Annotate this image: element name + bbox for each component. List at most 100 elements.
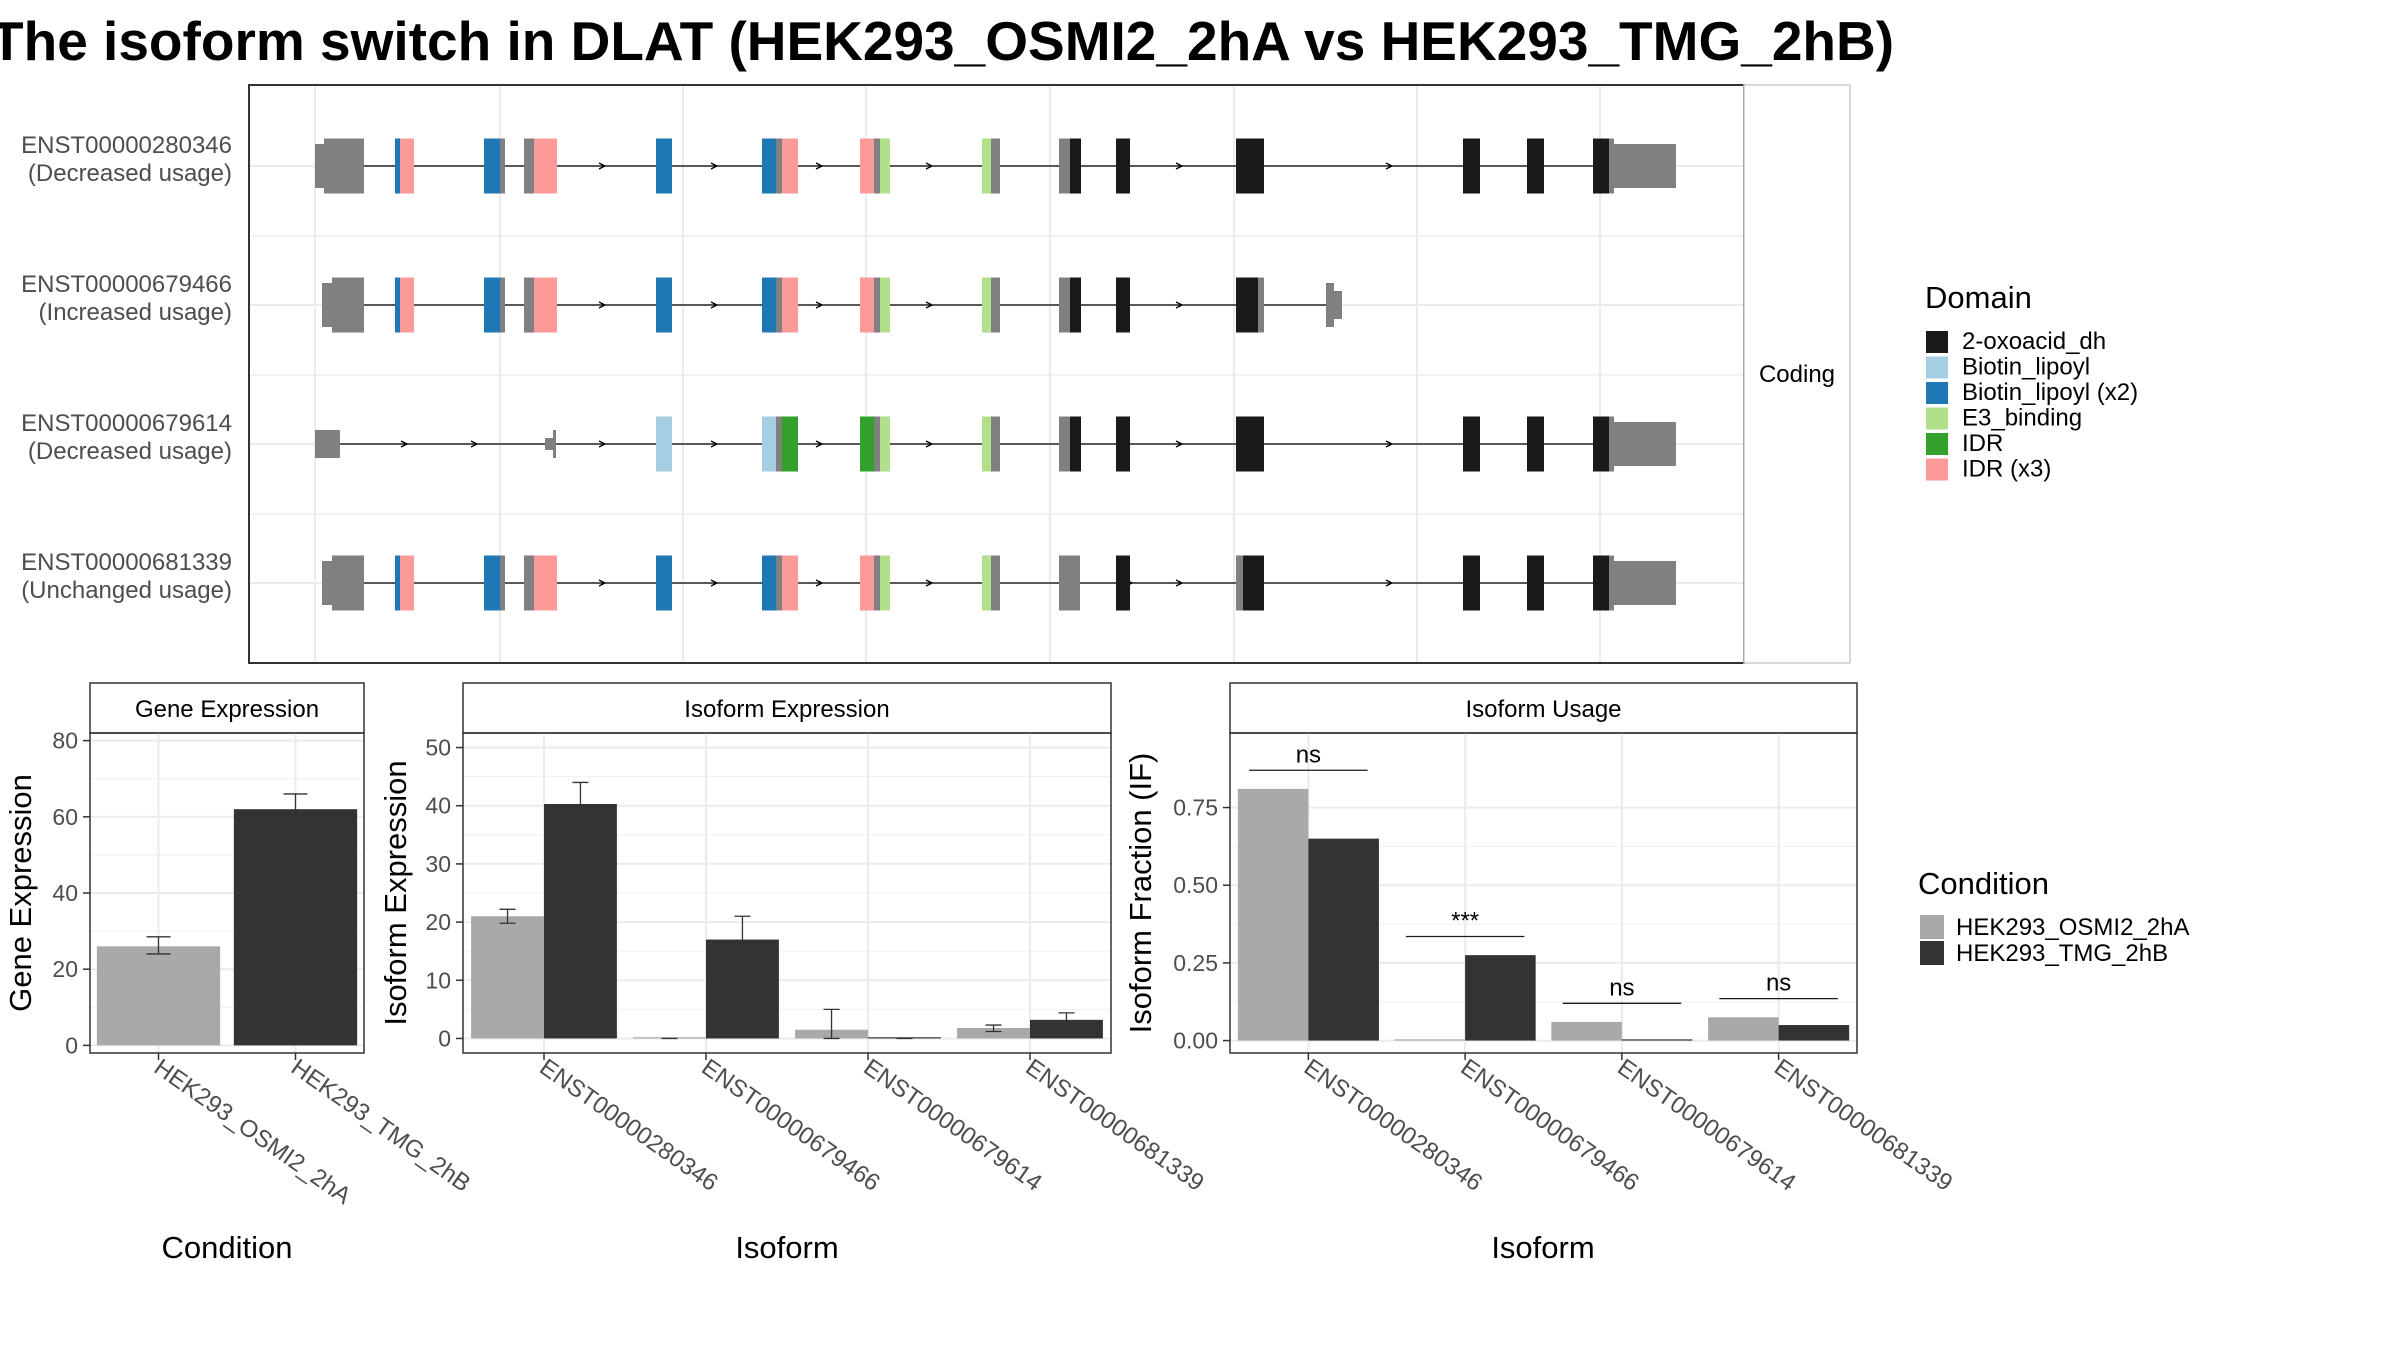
exon-segment: [553, 430, 556, 458]
exon-segment: [1334, 291, 1342, 319]
y-tick-label: 40: [52, 880, 78, 906]
exon-segment: [860, 138, 874, 194]
y-tick-label: 30: [425, 851, 451, 877]
direction-arrow: [1175, 301, 1184, 309]
exon-segment: [1070, 138, 1081, 194]
exon-segment: [880, 138, 890, 194]
exon-segment: [1609, 416, 1614, 472]
exon-segment: [1243, 555, 1264, 611]
domain-legend-label: E3_binding: [1962, 405, 2082, 432]
condition-legend-title: Condition: [1918, 866, 2049, 901]
panel-border: [1229, 732, 1858, 1054]
direction-arrow: [1385, 162, 1394, 170]
bar-chart-panels: Gene Expression020406080HEK293_OSMI2_2hA…: [3, 682, 1957, 1265]
exon-segment: [1463, 555, 1480, 611]
direction-arrow: [925, 440, 934, 448]
exon-segment: [484, 555, 500, 611]
transcript-row: [315, 138, 1676, 194]
bar: [1030, 1019, 1103, 1039]
exon-segment: [1116, 555, 1130, 611]
domain-legend-swatch: [1926, 356, 1948, 379]
exon-segment: [880, 416, 890, 472]
direction-arrow: [598, 162, 607, 170]
domain-legend-swatch: [1926, 382, 1948, 404]
y-tick-label: 0.50: [1173, 872, 1218, 898]
domain-legend-label: IDR (x3): [1962, 456, 2051, 483]
condition-legend-label: HEK293_TMG_2hB: [1956, 940, 2168, 967]
panel-strip: [462, 682, 1112, 734]
exon-segment: [1593, 416, 1609, 472]
exon-segment: [332, 277, 364, 333]
bar: [957, 1027, 1030, 1039]
exon-segment: [500, 138, 505, 194]
exon-segment: [400, 138, 414, 194]
bar: [233, 809, 358, 1046]
exon-segment: [1614, 422, 1676, 466]
exon-segment: [324, 138, 364, 194]
exon-segment: [1116, 138, 1130, 194]
exon-segment: [545, 438, 553, 450]
bar: [471, 916, 544, 1039]
direction-arrow: [1175, 440, 1184, 448]
y-tick-label: 0.00: [1173, 1028, 1218, 1054]
transcript-id-label: ENST00000280346: [21, 132, 232, 159]
exon-segment: [332, 555, 364, 611]
direction-arrow: [598, 440, 607, 448]
transcript-id-label: ENST00000679614: [21, 410, 232, 437]
panel-border: [462, 732, 1112, 1054]
exon-segment: [880, 277, 890, 333]
direction-arrow: [925, 162, 934, 170]
x-tick-label: ENST00000679466: [697, 1054, 885, 1197]
exon-segment: [315, 144, 324, 188]
exon-segment: [982, 416, 991, 472]
y-tick-label: 60: [52, 804, 78, 830]
domain-legend-swatch: [1926, 458, 1948, 481]
direction-arrow: [925, 301, 934, 309]
exon-segment: [1614, 561, 1676, 605]
bar: [1708, 1017, 1779, 1041]
exon-segment: [1527, 138, 1544, 194]
panel-title: Isoform Expression: [684, 696, 889, 723]
y-tick-label: 20: [52, 956, 78, 982]
direction-arrow: [710, 579, 719, 587]
y-tick-label: 50: [425, 735, 451, 761]
exon-segment: [1059, 138, 1070, 194]
exon-segment: [991, 555, 1000, 611]
y-axis-title: Gene Expression: [3, 774, 38, 1012]
exon-segment: [860, 416, 874, 472]
exon-segment: [1463, 416, 1480, 472]
significance-label: ***: [1451, 907, 1479, 934]
condition-legend-swatch: [1920, 941, 1944, 965]
exon-segment: [1116, 416, 1130, 472]
direction-arrow: [815, 440, 824, 448]
direction-arrow: [815, 301, 824, 309]
exon-segment: [524, 138, 534, 194]
bar: [1308, 838, 1379, 1041]
condition-legend-swatch: [1920, 915, 1944, 939]
panel-title: Isoform Usage: [1465, 696, 1621, 723]
exon-segment: [1059, 416, 1070, 472]
exon-segment: [874, 555, 880, 611]
exon-segment: [484, 138, 500, 194]
y-tick-label: 20: [425, 909, 451, 935]
direction-arrow: [598, 579, 607, 587]
condition-legend-label: HEK293_OSMI2_2hA: [1956, 914, 2189, 941]
exon-segment: [874, 277, 880, 333]
exon-segment: [991, 416, 1000, 472]
direction-arrow: [710, 301, 719, 309]
exon-segment: [395, 138, 400, 194]
exon-segment: [322, 561, 332, 605]
facet-strip: [1743, 84, 1851, 664]
bar: [1551, 1021, 1622, 1041]
exon-segment: [762, 277, 776, 333]
transcript-usage-label: (Increased usage): [39, 299, 232, 326]
exon-segment: [534, 277, 557, 333]
transcript-row: [322, 277, 1342, 333]
direction-arrow: [400, 440, 409, 448]
exon-segment: [1609, 555, 1614, 611]
panel-title: Gene Expression: [135, 696, 319, 723]
